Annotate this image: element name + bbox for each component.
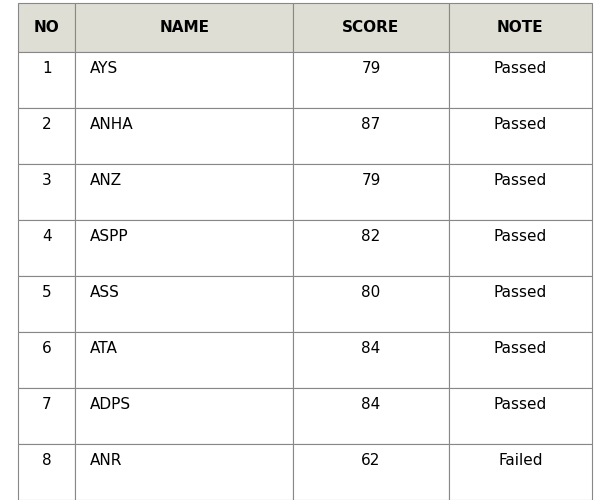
Bar: [75, 52, 294, 108]
Bar: [448, 164, 592, 220]
Text: ANZ: ANZ: [90, 173, 122, 188]
Text: 80: 80: [361, 285, 380, 300]
Text: 3: 3: [42, 173, 51, 188]
Text: ASS: ASS: [90, 285, 120, 300]
Bar: [18, 276, 75, 332]
Bar: [18, 164, 75, 220]
Bar: [75, 444, 294, 500]
Bar: [448, 388, 592, 444]
Bar: [294, 164, 448, 220]
Bar: [18, 52, 75, 108]
Bar: [75, 108, 294, 164]
Bar: [448, 444, 592, 500]
Text: ADPS: ADPS: [90, 397, 131, 412]
Bar: [75, 276, 294, 332]
Text: 87: 87: [361, 117, 380, 132]
Text: AYS: AYS: [90, 61, 118, 76]
Bar: [18, 444, 75, 500]
Bar: [75, 164, 294, 220]
Text: ANR: ANR: [90, 453, 122, 468]
Text: Failed: Failed: [498, 453, 542, 468]
Text: 7: 7: [42, 397, 51, 412]
Text: Passed: Passed: [493, 341, 547, 356]
Bar: [18, 332, 75, 388]
Text: 82: 82: [361, 229, 380, 244]
Bar: [75, 332, 294, 388]
Bar: [18, 2, 75, 51]
Text: 62: 62: [361, 453, 381, 468]
Text: 79: 79: [361, 61, 381, 76]
Bar: [448, 108, 592, 164]
Bar: [75, 2, 294, 51]
Text: 5: 5: [42, 285, 51, 300]
Text: NO: NO: [33, 20, 60, 34]
Bar: [75, 220, 294, 276]
Text: ANHA: ANHA: [90, 117, 133, 132]
Text: 1: 1: [42, 61, 51, 76]
Text: 2: 2: [42, 117, 51, 132]
Text: 8: 8: [42, 453, 51, 468]
Bar: [294, 444, 448, 500]
Text: ASPP: ASPP: [90, 229, 129, 244]
Text: 4: 4: [42, 229, 51, 244]
Text: Passed: Passed: [493, 173, 547, 188]
Bar: [294, 220, 448, 276]
Text: Passed: Passed: [493, 61, 547, 76]
Bar: [448, 332, 592, 388]
Bar: [448, 276, 592, 332]
Bar: [18, 108, 75, 164]
Text: Passed: Passed: [493, 285, 547, 300]
Bar: [18, 388, 75, 444]
Text: Passed: Passed: [493, 229, 547, 244]
Text: Passed: Passed: [493, 117, 547, 132]
Bar: [294, 108, 448, 164]
Bar: [294, 276, 448, 332]
Text: Passed: Passed: [493, 397, 547, 412]
Text: 6: 6: [42, 341, 51, 356]
Bar: [294, 388, 448, 444]
Bar: [18, 220, 75, 276]
Text: NOTE: NOTE: [497, 20, 544, 34]
Bar: [448, 52, 592, 108]
Text: 79: 79: [361, 173, 381, 188]
Bar: [75, 388, 294, 444]
Text: SCORE: SCORE: [343, 20, 399, 34]
Bar: [294, 2, 448, 51]
Bar: [448, 220, 592, 276]
Text: NAME: NAME: [160, 20, 209, 34]
Text: 84: 84: [361, 341, 380, 356]
Bar: [294, 52, 448, 108]
Bar: [448, 2, 592, 51]
Text: 84: 84: [361, 397, 380, 412]
Bar: [294, 332, 448, 388]
Text: ATA: ATA: [90, 341, 118, 356]
